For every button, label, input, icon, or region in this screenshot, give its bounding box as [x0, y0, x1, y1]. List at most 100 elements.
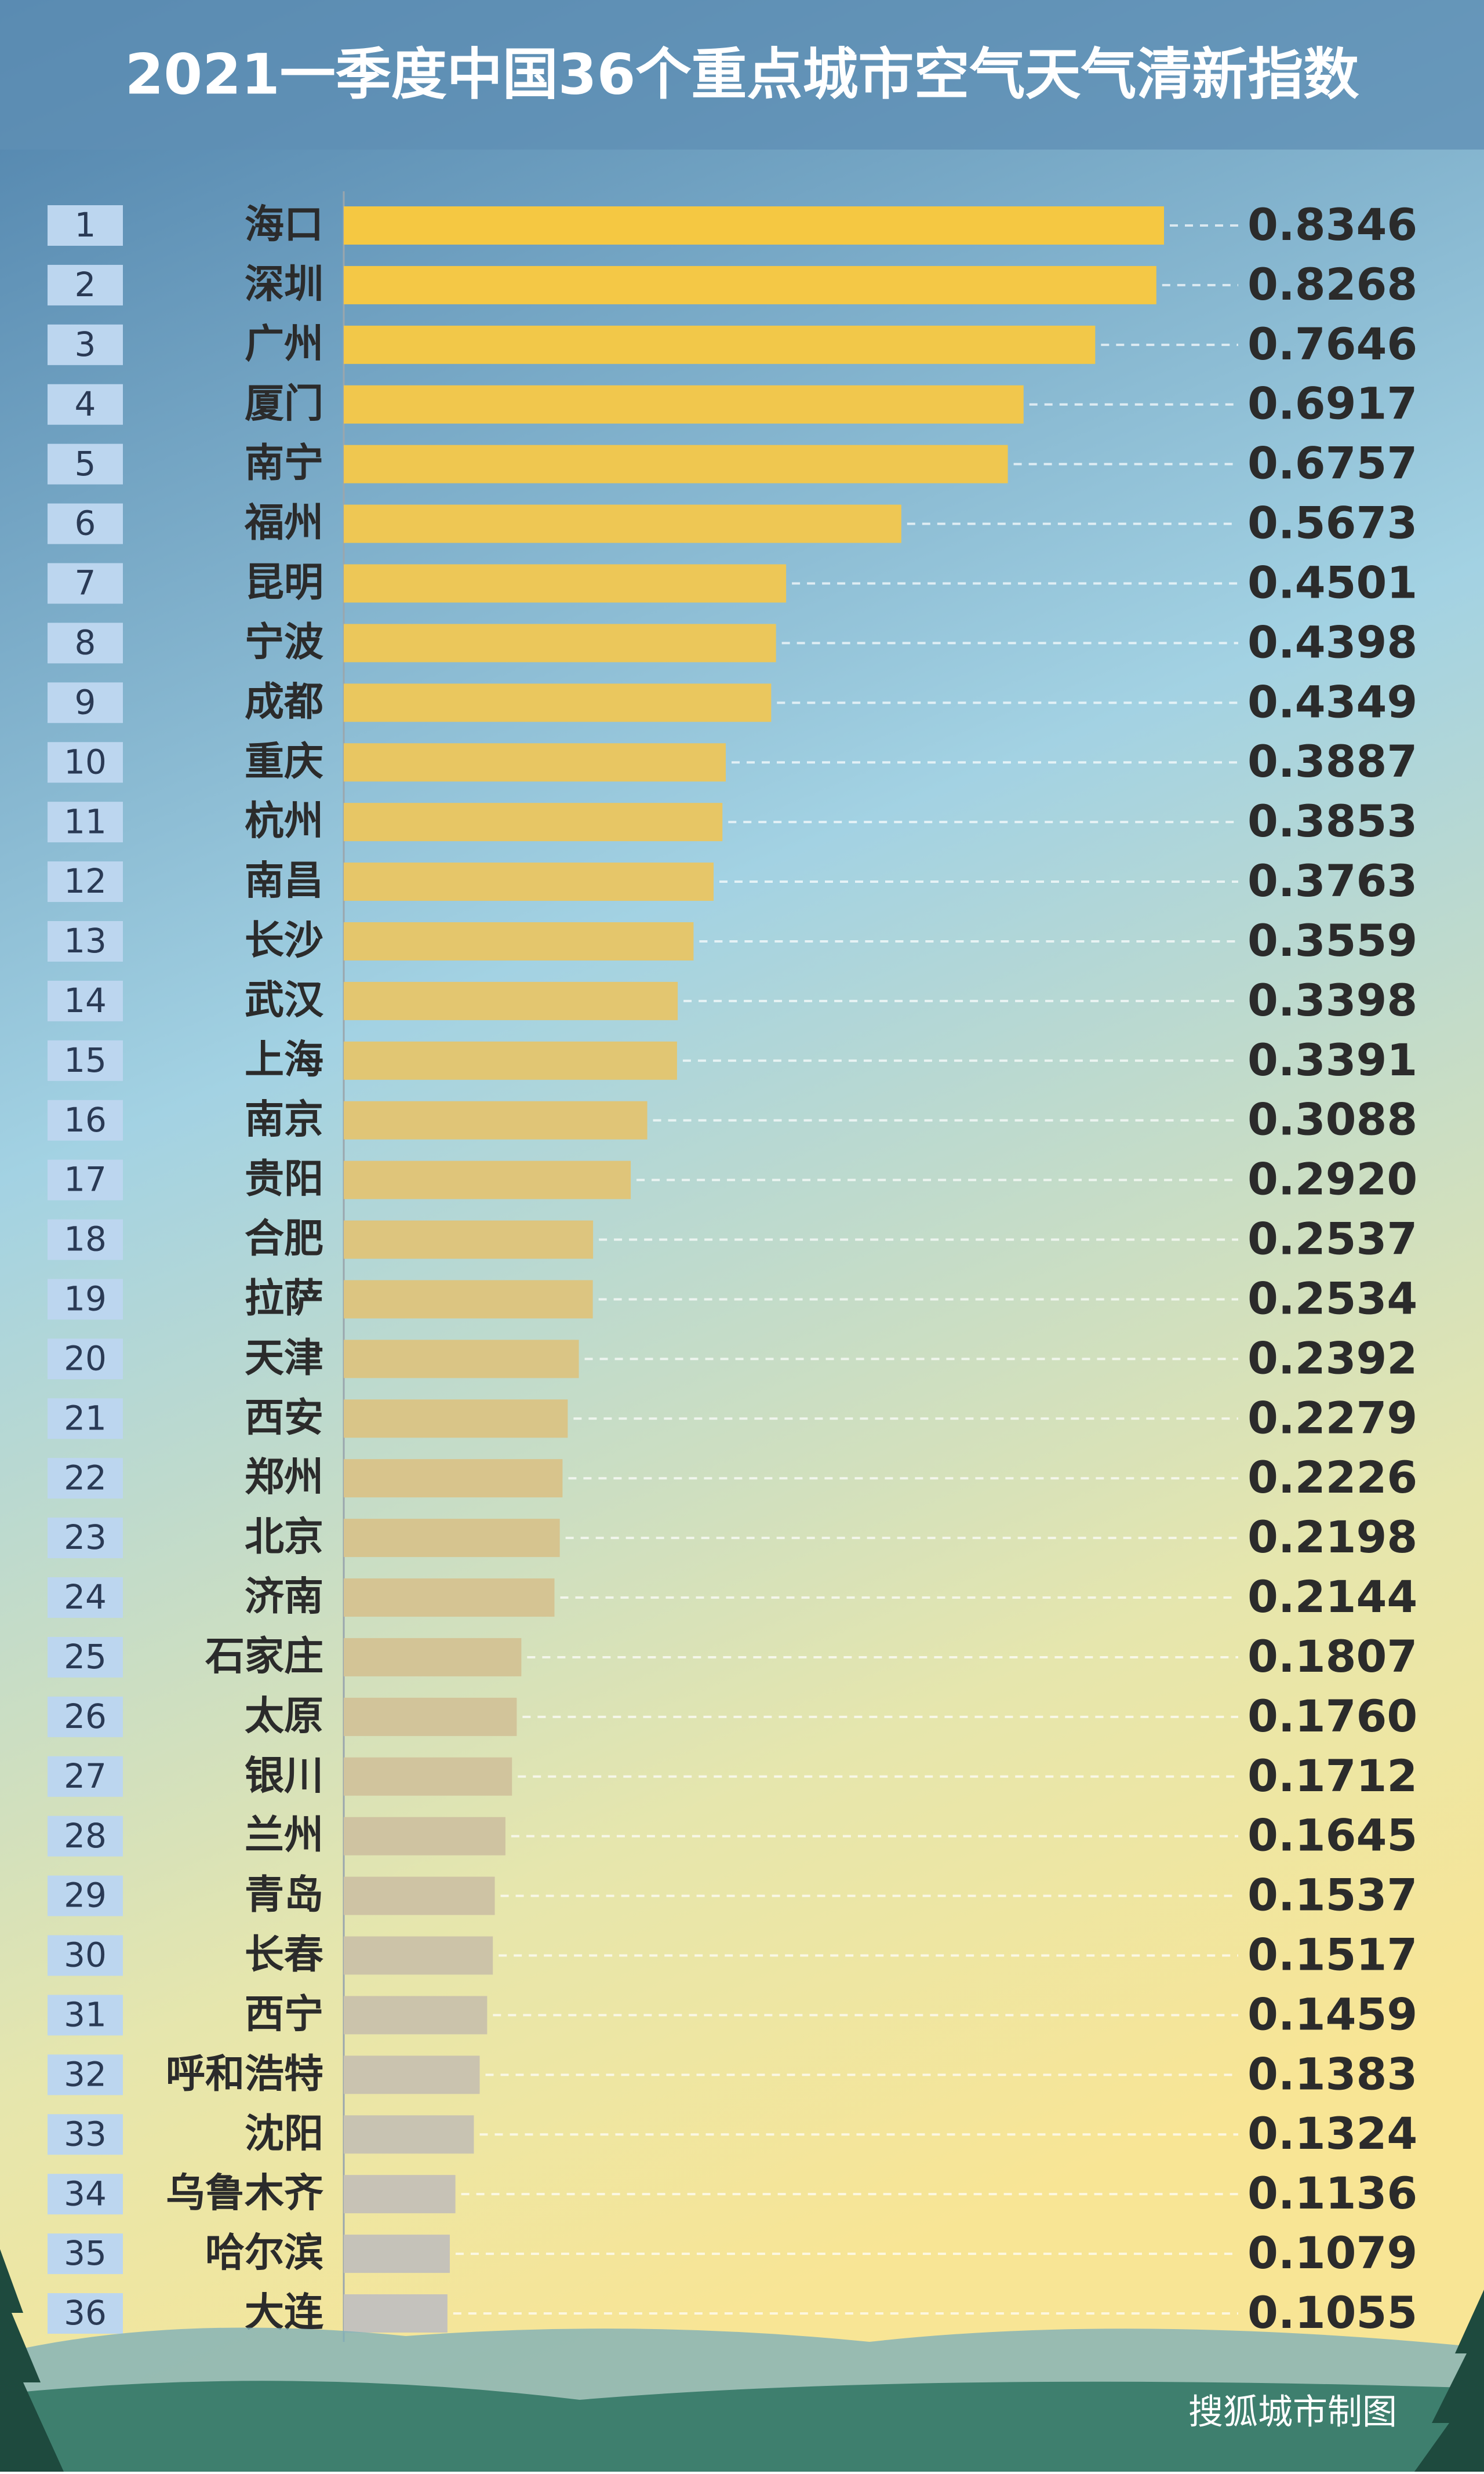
value-label: 0.3391 — [1247, 1034, 1417, 1086]
rank-box — [48, 384, 123, 425]
rank-label: 10 — [64, 742, 107, 781]
category-label: 郑州 — [245, 1455, 323, 1501]
category-label: 宁波 — [245, 620, 323, 665]
category-label: 天津 — [245, 1336, 323, 1381]
rank-box — [48, 1995, 123, 2036]
category-label: 合肥 — [245, 1216, 323, 1262]
rank-label: 22 — [64, 1458, 107, 1497]
title-bar — [0, 0, 1484, 150]
value-label: 0.1079 — [1247, 2227, 1417, 2279]
category-label: 西宁 — [245, 1992, 323, 2038]
value-label: 0.1537 — [1247, 1869, 1417, 1921]
bar — [344, 1280, 593, 1319]
rank-label: 27 — [64, 1756, 107, 1796]
category-label: 北京 — [245, 1515, 323, 1560]
rank-box — [48, 1696, 123, 1737]
bar — [344, 564, 787, 603]
bar — [344, 863, 714, 901]
category-label: 沈阳 — [245, 2111, 323, 2157]
rank-label: 21 — [64, 1398, 107, 1438]
rank-label: 17 — [64, 1160, 107, 1199]
bar — [344, 504, 901, 543]
value-label: 0.1136 — [1247, 2167, 1417, 2219]
rank-box — [48, 1756, 123, 1797]
category-label: 济南 — [245, 1574, 323, 1620]
rank-box — [48, 2054, 123, 2095]
category-label: 兰州 — [245, 1813, 323, 1858]
bar — [344, 1936, 493, 1975]
rank-box — [48, 1398, 123, 1439]
rank-box — [48, 980, 123, 1021]
value-label: 0.3398 — [1247, 974, 1417, 1026]
rank-label: 16 — [64, 1100, 107, 1140]
category-label: 深圳 — [245, 261, 323, 307]
category-label: 乌鲁木齐 — [166, 2171, 323, 2217]
value-label: 0.1459 — [1247, 1988, 1417, 2040]
rank-label: 8 — [75, 623, 96, 663]
bar — [344, 206, 1164, 245]
rank-box — [48, 264, 123, 305]
rank-box — [48, 1518, 123, 1559]
bar — [344, 1578, 555, 1617]
rank-box — [48, 1875, 123, 1916]
bar — [344, 683, 772, 722]
category-label: 上海 — [245, 1037, 323, 1083]
rank-box — [48, 1159, 123, 1200]
value-label: 0.2198 — [1247, 1511, 1417, 1563]
bar — [344, 1340, 579, 1378]
bar — [344, 2175, 456, 2214]
rank-label: 5 — [75, 444, 96, 483]
category-label: 南昌 — [245, 858, 323, 904]
rank-box — [48, 1577, 123, 1618]
rank-label: 23 — [64, 1518, 107, 1557]
rank-label: 15 — [64, 1040, 107, 1080]
value-label: 0.2920 — [1247, 1154, 1417, 1205]
rank-label: 35 — [64, 2233, 107, 2273]
rank-label: 2 — [75, 265, 96, 304]
category-label: 重庆 — [245, 739, 323, 785]
rank-box — [48, 1636, 123, 1678]
rank-label: 9 — [75, 682, 96, 722]
bar — [344, 1220, 594, 1259]
rank-box — [48, 1279, 123, 1320]
rank-box — [48, 2233, 123, 2275]
rank-box — [48, 1338, 123, 1380]
category-label: 哈尔滨 — [205, 2231, 323, 2276]
value-label: 0.2534 — [1247, 1272, 1417, 1324]
category-label: 长春 — [245, 1932, 323, 1978]
value-label: 0.1055 — [1247, 2287, 1417, 2338]
category-label: 西安 — [245, 1395, 323, 1441]
category-label: 海口 — [245, 202, 323, 248]
bar — [344, 2115, 474, 2154]
rank-box — [48, 503, 123, 544]
value-label: 0.2279 — [1247, 1392, 1417, 1443]
bar — [344, 265, 1156, 304]
rank-label: 4 — [75, 384, 96, 424]
value-label: 0.1807 — [1247, 1631, 1417, 1682]
rank-label: 18 — [64, 1220, 107, 1259]
rank-box — [48, 802, 123, 843]
rank-label: 20 — [64, 1338, 107, 1378]
rank-label: 14 — [64, 981, 107, 1020]
rank-label: 11 — [64, 802, 107, 841]
rank-label: 25 — [64, 1637, 107, 1676]
rank-label: 12 — [64, 861, 107, 901]
category-label: 贵阳 — [245, 1156, 323, 1202]
rank-box — [48, 1100, 123, 1141]
category-label: 广州 — [245, 321, 323, 367]
bar — [344, 922, 694, 961]
category-label: 昆明 — [245, 560, 323, 606]
bar — [344, 1638, 522, 1676]
rank-label: 33 — [64, 2114, 107, 2153]
value-label: 0.2537 — [1247, 1213, 1417, 1265]
bar — [344, 325, 1096, 364]
rank-box — [48, 443, 123, 485]
rank-label: 28 — [64, 1816, 107, 1856]
rank-box — [48, 1458, 123, 1499]
bar — [344, 1101, 648, 1140]
bar — [344, 1757, 512, 1796]
category-label: 银川 — [245, 1753, 323, 1799]
rank-label: 13 — [64, 921, 107, 961]
rank-box — [48, 2293, 123, 2334]
